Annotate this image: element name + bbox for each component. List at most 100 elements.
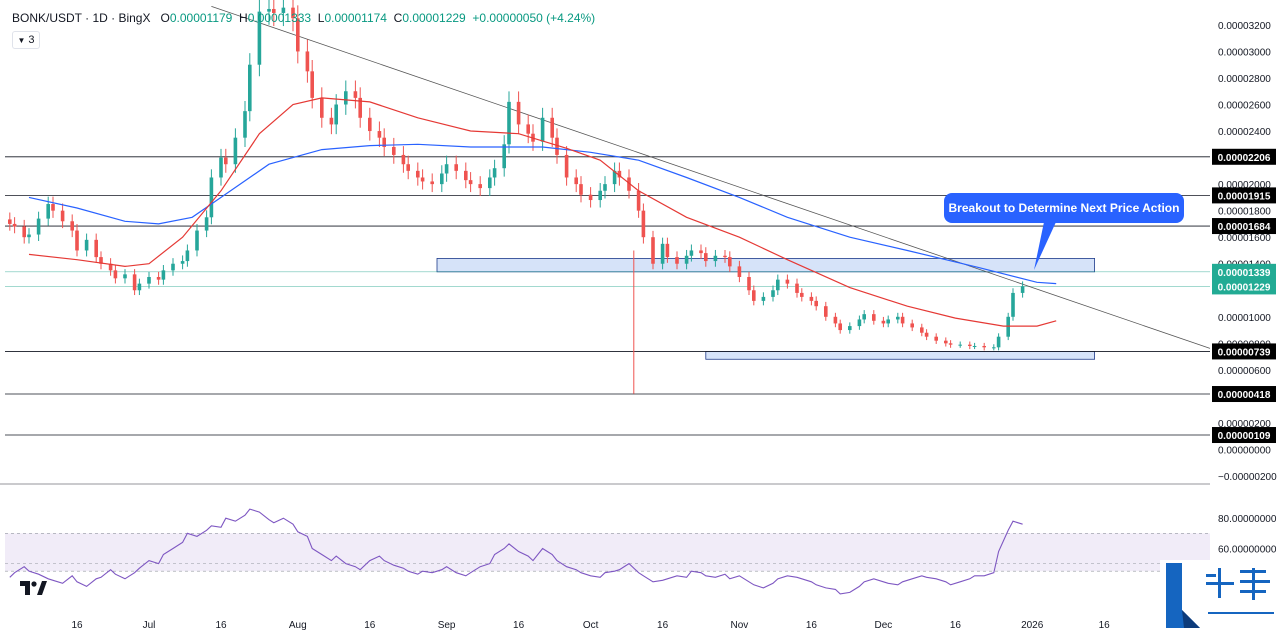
price-label: 0.00001339	[1218, 268, 1271, 279]
candle-body	[564, 154, 569, 178]
candle-body	[70, 221, 74, 231]
candle-body	[51, 204, 55, 211]
rsi-tick-label: 60.00000000	[1218, 544, 1277, 555]
candle-body	[612, 170, 617, 185]
candle-body	[574, 177, 578, 185]
rsi-line	[9, 508, 1023, 595]
candle-body	[992, 347, 996, 349]
candle-body	[944, 340, 948, 344]
y-tick-label: 0.00001800	[1218, 207, 1271, 218]
candle-body	[713, 255, 718, 262]
y-tick-label: 0.00002000	[1218, 180, 1271, 191]
candle-body	[785, 279, 790, 284]
x-tick-label: Jul	[143, 620, 156, 631]
candle-body	[833, 316, 838, 324]
brand-logo-icon	[1166, 563, 1274, 628]
callout-text: Breakout to Determine Next Price Action	[948, 201, 1180, 215]
candle-body	[857, 319, 862, 327]
candle-body	[579, 184, 583, 195]
level-label-box	[1212, 187, 1276, 204]
x-tick-label: 16	[950, 620, 962, 631]
symbol-header[interactable]: BONK/USDT · 1D · BingX O0.00001179 H0.00…	[12, 11, 595, 25]
price-label-box	[1212, 263, 1276, 280]
candle-body	[320, 97, 324, 118]
candle-body	[800, 292, 804, 297]
candle-body	[224, 157, 228, 165]
level-label-box	[1212, 386, 1276, 403]
candle-body	[478, 184, 482, 189]
high-value: 0.00001333	[247, 11, 312, 25]
candle-body	[204, 217, 209, 231]
candle-body	[636, 190, 641, 211]
candle-body	[627, 177, 631, 191]
candle-body	[305, 51, 310, 72]
candle-body	[454, 164, 458, 171]
candle-body	[910, 323, 914, 328]
candle-body	[209, 177, 214, 218]
x-tick-label: 16	[657, 620, 669, 631]
low-label: L	[317, 11, 325, 25]
candle-body	[924, 332, 929, 337]
candle-body	[358, 97, 362, 118]
support-zone	[705, 351, 1095, 360]
candle-body	[219, 157, 223, 178]
candle-body	[689, 250, 694, 256]
candle-body	[771, 290, 775, 297]
candle-body	[180, 261, 185, 264]
x-tick-label: 16	[806, 620, 818, 631]
candle-body	[526, 124, 530, 134]
candle-body	[440, 173, 444, 185]
candle-body	[195, 230, 199, 251]
ema-fast-line	[28, 97, 1057, 327]
x-tick-label: Sep	[438, 620, 456, 631]
candle-body	[430, 181, 434, 185]
y-tick-label: 0.00000000	[1218, 445, 1271, 456]
candle-body	[972, 345, 977, 347]
tradingview-logo-icon[interactable]	[18, 579, 48, 597]
candle-body	[507, 101, 511, 145]
candle-body	[737, 266, 742, 277]
candle-body	[310, 71, 314, 98]
candle-body	[22, 226, 26, 238]
candle-body	[641, 210, 646, 238]
low-value: 0.00001174	[324, 11, 387, 25]
candle-body	[598, 190, 602, 201]
y-tick-label: 0.00002600	[1218, 101, 1271, 112]
candle-body	[161, 270, 166, 280]
candle-body	[492, 168, 497, 178]
y-tick-label: 0.00002800	[1218, 74, 1271, 85]
level-label: 0.00000418	[1218, 390, 1271, 401]
y-tick-label: 0.00003200	[1218, 21, 1271, 32]
candle-body	[468, 180, 473, 185]
open-value: 0.00001179	[169, 11, 233, 25]
close-value: 0.00001229	[402, 11, 466, 25]
brand-watermark	[1160, 560, 1280, 631]
candle-body	[36, 218, 41, 235]
level-label: 0.00000109	[1218, 431, 1271, 442]
indicators-toggle-button[interactable]: ▼ 3	[12, 31, 40, 49]
change-value: +0.00000050 (+4.24%)	[472, 11, 596, 25]
x-tick-label: Nov	[731, 620, 749, 631]
candle-body	[838, 323, 842, 331]
candle-body	[84, 239, 89, 251]
candle-body	[684, 255, 689, 264]
candle-body	[665, 243, 670, 258]
candle-body	[814, 300, 818, 307]
candle-body	[540, 117, 545, 142]
level-label: 0.00000739	[1218, 347, 1271, 358]
symbol-title[interactable]: BONK/USDT · 1D · BingX	[12, 11, 151, 25]
candle-body	[872, 314, 876, 321]
level-label-box	[1212, 343, 1276, 360]
candle-body	[982, 345, 986, 348]
candle-body	[1006, 316, 1010, 337]
open-label: O	[160, 11, 170, 25]
candle-body	[752, 290, 756, 301]
x-tick-label: Aug	[289, 620, 307, 631]
candle-body	[555, 137, 559, 155]
x-tick-label: 16	[71, 620, 83, 631]
candle-body	[464, 170, 468, 181]
candle-body	[886, 319, 890, 324]
candle-body	[12, 223, 17, 227]
